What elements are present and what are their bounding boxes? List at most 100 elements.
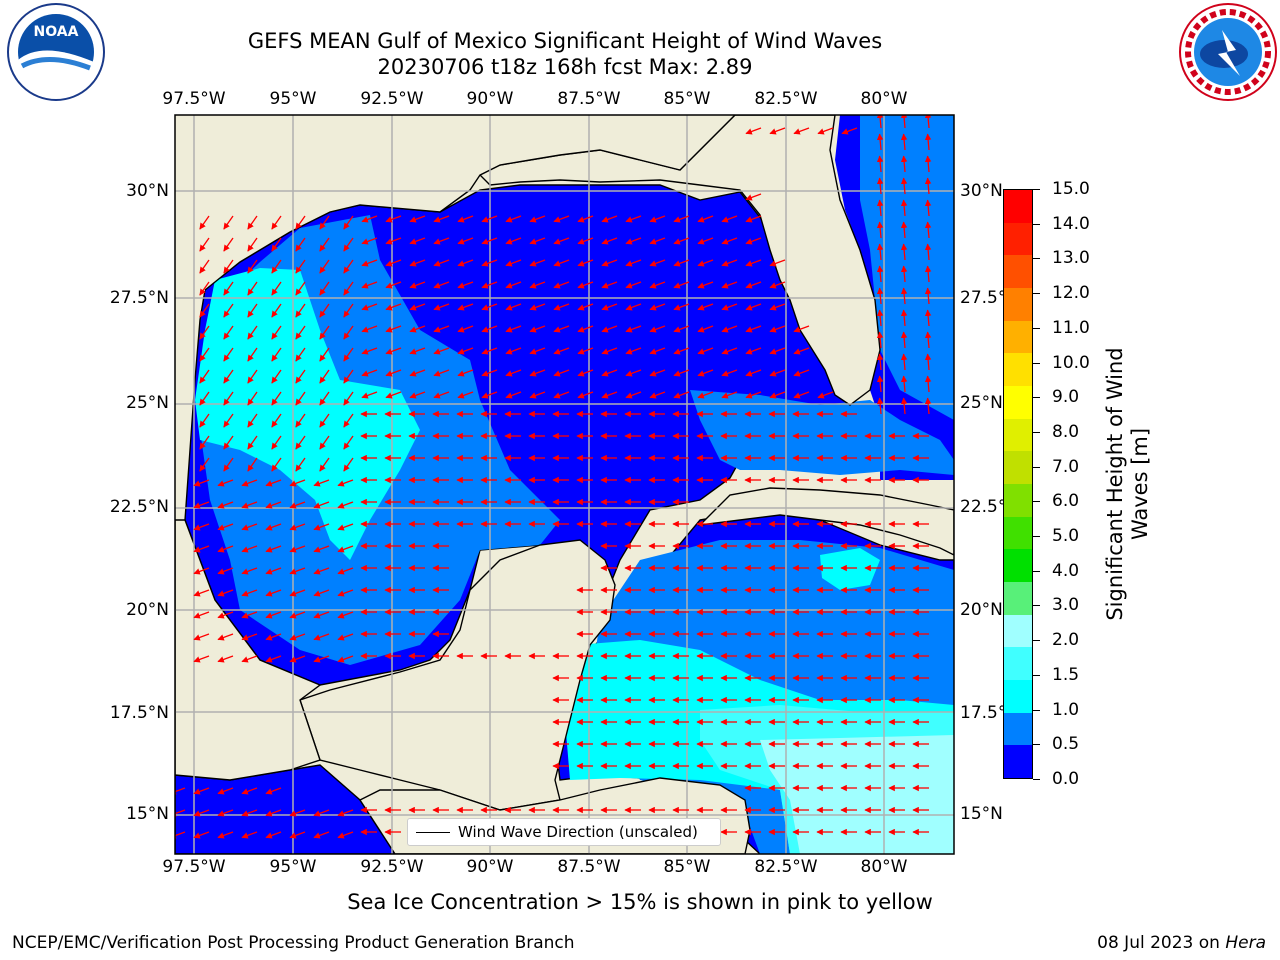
colorbar-tick-label: 7.0	[1052, 456, 1080, 477]
wind-wave-arrow	[601, 281, 618, 289]
wind-wave-arrow	[876, 115, 884, 129]
wind-wave-arrow	[337, 809, 354, 817]
wind-wave-arrow	[876, 155, 884, 173]
colorbar-segment	[1004, 189, 1032, 223]
wind-wave-arrow	[433, 215, 450, 223]
wind-wave-arrow	[409, 303, 426, 311]
wind-wave-arrow	[217, 633, 234, 641]
wind-wave-arrow	[247, 369, 258, 384]
wind-wave-arrow	[505, 259, 522, 267]
wind-wave-arrow	[625, 215, 642, 223]
wind-wave-arrow	[505, 325, 522, 333]
wind-wave-arrow	[924, 397, 932, 415]
colorbar-segment	[1004, 320, 1032, 354]
wind-wave-arrow	[553, 259, 570, 267]
wind-wave-arrow	[673, 215, 690, 223]
wind-wave-arrow	[337, 567, 354, 575]
wind-wave-arrow	[721, 391, 738, 399]
wind-wave-arrow	[409, 237, 426, 245]
wind-wave-arrow	[265, 523, 282, 531]
wind-wave-arrow	[924, 265, 932, 283]
wind-wave-arrow	[457, 237, 474, 245]
wind-wave-arrow	[217, 831, 234, 839]
wind-wave-arrow	[217, 567, 234, 575]
wind-wave-arrow	[343, 303, 354, 318]
wind-wave-arrow	[193, 831, 210, 839]
wind-wave-arrow	[193, 589, 210, 597]
wind-wave-arrow	[313, 523, 330, 531]
wind-wave-arrow	[673, 369, 690, 377]
wind-wave-arrow	[529, 325, 546, 333]
wind-wave-arrow	[577, 347, 594, 355]
wind-wave-arrow	[241, 523, 258, 531]
wind-wave-arrow	[721, 369, 738, 377]
colorbar-segment	[1004, 353, 1032, 386]
wind-wave-arrow	[217, 655, 234, 663]
wind-wave-arrow	[385, 369, 402, 377]
wind-wave-arrow	[289, 589, 306, 597]
lon-tick-top: 87.5°W	[557, 89, 621, 109]
wind-wave-arrow	[876, 221, 884, 239]
colorbar-tick-mark	[1033, 501, 1040, 503]
colorbar-segment	[1004, 516, 1032, 550]
wind-wave-arrow	[385, 303, 402, 311]
wind-wave-arrow	[313, 611, 330, 619]
wind-wave-arrow	[319, 457, 330, 472]
wind-wave-arrow	[745, 369, 762, 377]
wind-wave-arrow	[481, 237, 498, 245]
central-america-land	[175, 519, 322, 781]
wind-wave-arrow	[433, 347, 450, 355]
wind-wave-arrow	[625, 391, 642, 399]
wind-wave-arrow	[343, 413, 354, 428]
wind-wave-arrow	[247, 215, 258, 230]
wind-wave-arrow	[337, 655, 354, 663]
wind-wave-arrow	[649, 303, 666, 311]
wind-wave-arrow	[223, 391, 234, 406]
wind-wave-arrow	[313, 589, 330, 597]
wind-wave-arrow	[193, 501, 210, 509]
wind-wave-arrow	[601, 347, 618, 355]
wind-wave-arrow	[295, 391, 306, 406]
wind-wave-arrow	[529, 391, 546, 399]
wind-wave-arrow	[265, 633, 282, 641]
wind-wave-arrow	[577, 281, 594, 289]
colorbar-segment	[1004, 385, 1032, 419]
wind-wave-arrow	[721, 325, 738, 333]
wind-wave-arrow	[924, 221, 932, 239]
wind-wave-arrow	[337, 589, 354, 597]
wind-wave-arrow	[876, 265, 884, 283]
wind-wave-arrow	[505, 237, 522, 245]
lon-tick-top: 97.5°W	[162, 89, 226, 109]
wind-wave-arrow	[625, 237, 642, 245]
wind-wave-arrow	[900, 353, 908, 371]
lon-tick-top: 92.5°W	[360, 89, 424, 109]
wind-wave-arrow	[433, 369, 450, 377]
wind-wave-arrow	[265, 611, 282, 619]
wind-wave-arrow	[481, 325, 498, 333]
wind-wave-arrow	[409, 259, 426, 267]
wind-wave-arrow	[217, 501, 234, 509]
wind-wave-arrow	[337, 545, 354, 553]
wind-wave-arrow	[697, 237, 714, 245]
wind-wave-arrow	[313, 655, 330, 663]
colorbar-tick-mark	[1033, 362, 1040, 364]
wind-wave-arrow	[241, 655, 258, 663]
wind-wave-arrow	[433, 259, 450, 267]
wind-wave-arrow	[361, 347, 378, 355]
wind-wave-arrow	[481, 347, 498, 355]
colorbar-tick-mark	[1033, 258, 1040, 260]
wind-wave-arrow	[924, 155, 932, 173]
wind-wave-arrow	[673, 237, 690, 245]
wind-wave-arrow	[601, 303, 618, 311]
lon-tick-bottom: 97.5°W	[162, 857, 226, 877]
wind-wave-arrow	[900, 309, 908, 327]
wind-wave-arrow	[745, 259, 762, 267]
wind-wave-arrow	[223, 435, 234, 450]
colorbar-tick-mark	[1033, 223, 1040, 225]
wind-wave-arrow	[271, 281, 282, 296]
wind-wave-arrow	[247, 413, 258, 428]
wind-wave-arrow	[673, 259, 690, 267]
wind-wave-arrow	[553, 347, 570, 355]
colorbar-tick-label: 14.0	[1052, 213, 1090, 234]
colorbar-tick-label: 0.0	[1052, 769, 1080, 789]
